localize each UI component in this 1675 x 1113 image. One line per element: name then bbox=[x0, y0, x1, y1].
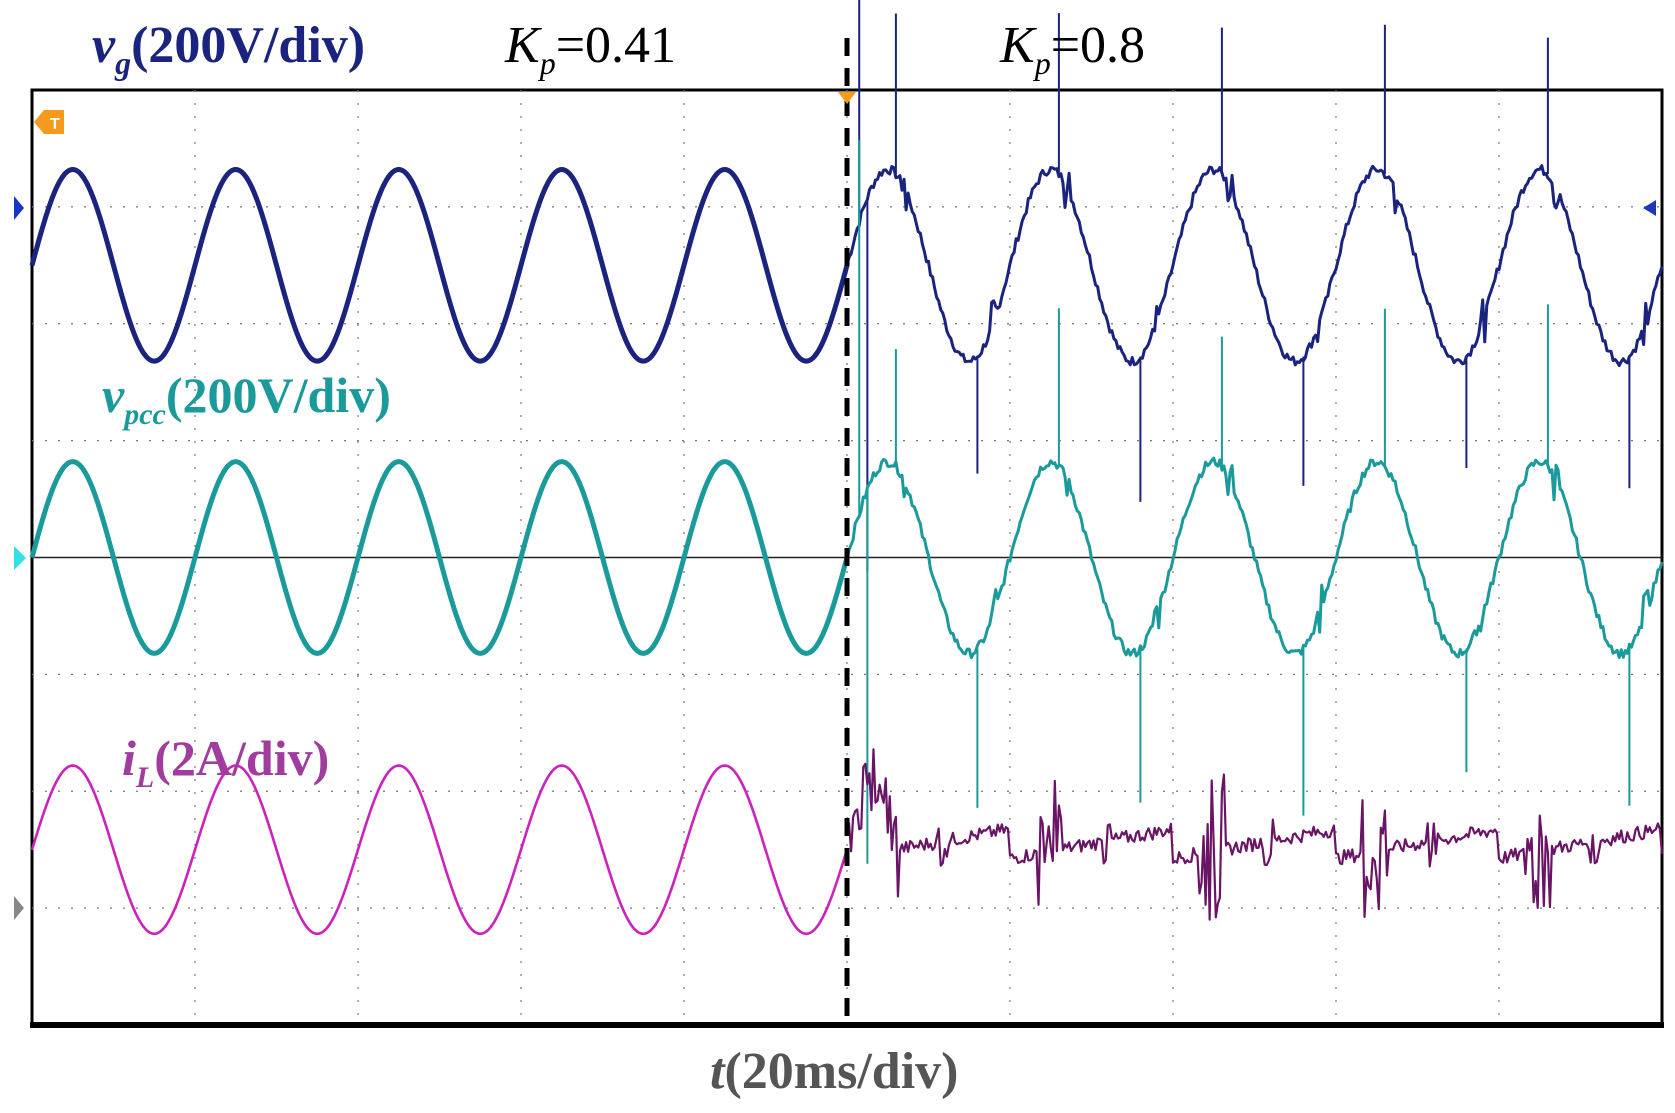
trace-iL-before bbox=[30, 764, 849, 936]
trigger-time-marker bbox=[838, 92, 856, 104]
channel-1-offset-marker bbox=[14, 196, 24, 220]
trigger-marker: T bbox=[34, 110, 64, 134]
kp-before-label: Kp=0.41 bbox=[504, 17, 676, 81]
trace-iL-after bbox=[845, 748, 1664, 921]
kp-after-label: Kp=0.8 bbox=[999, 17, 1145, 81]
trigger-marker-label: T bbox=[50, 116, 60, 133]
trace-vg-after bbox=[845, 164, 1664, 368]
channel-2-offset-marker bbox=[14, 546, 26, 570]
vg-label: vg(200V/div) bbox=[92, 17, 365, 81]
channel-3-offset-marker bbox=[14, 896, 24, 920]
trace-vpcc-before bbox=[29, 459, 850, 656]
x-axis-label: t(20ms/div) bbox=[710, 1043, 958, 1100]
traces bbox=[29, 0, 1664, 936]
trace-vpcc-after bbox=[845, 456, 1664, 660]
vpcc-label: vpcc(200V/div) bbox=[102, 367, 391, 431]
horizontal-reference-marker bbox=[1643, 200, 1656, 216]
il-label: iL(2A/div) bbox=[122, 730, 329, 794]
trace-vg-before bbox=[29, 166, 850, 364]
